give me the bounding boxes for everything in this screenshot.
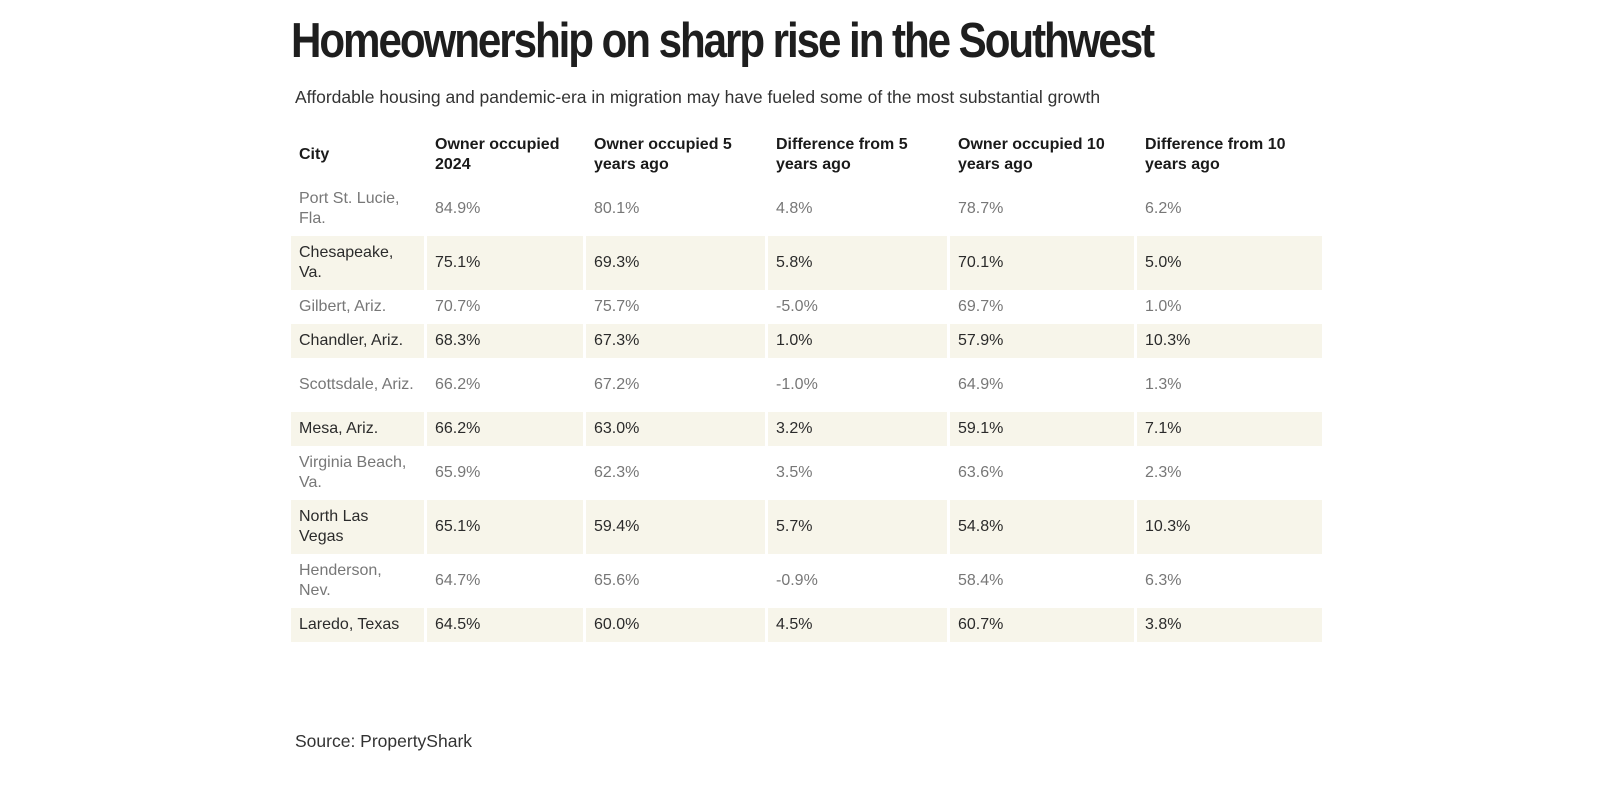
table-row: Chandler, Ariz. 68.3% 67.3% 1.0% 57.9% 10.3% — [291, 324, 1322, 358]
cell-diff-10y: 3.8% — [1137, 608, 1322, 642]
cell-diff-10y: 2.3% — [1137, 446, 1322, 500]
cell-owner-5y: 67.2% — [586, 358, 768, 412]
cell-city: North Las Vegas — [291, 500, 427, 554]
column-header-owner-5y: Owner occupied 5 years ago — [594, 135, 732, 173]
cell-city: Mesa, Ariz. — [291, 412, 427, 446]
cell-diff-5y: 3.2% — [768, 412, 950, 446]
cell-owner-5y: 62.3% — [586, 446, 768, 500]
cell-owner-2024: 65.9% — [427, 446, 586, 500]
cell-city: Chesapeake, Va. — [291, 236, 427, 290]
cell-city: Chandler, Ariz. — [291, 324, 427, 358]
column-header-diff-10y: Difference from 10 years ago — [1145, 135, 1286, 173]
cell-diff-10y: 7.1% — [1137, 412, 1322, 446]
cell-diff-10y: 1.0% — [1137, 290, 1322, 324]
table-row: Gilbert, Ariz. 70.7% 75.7% -5.0% 69.7% 1.0% — [291, 290, 1322, 324]
cell-owner-10y: 64.9% — [950, 358, 1137, 412]
cell-owner-2024: 68.3% — [427, 324, 586, 358]
cell-diff-10y: 10.3% — [1137, 324, 1322, 358]
table-row: Henderson, Nev. 64.7% 65.6% -0.9% 58.4% 6.3% — [291, 554, 1322, 608]
cell-owner-5y: 67.3% — [586, 324, 768, 358]
cell-city: Port St. Lucie, Fla. — [291, 182, 427, 236]
cell-owner-2024: 75.1% — [427, 236, 586, 290]
table-row: Laredo, Texas 64.5% 60.0% 4.5% 60.7% 3.8% — [291, 608, 1322, 642]
cell-diff-10y: 10.3% — [1137, 500, 1322, 554]
chart-title: Homeownership on sharp rise in the South… — [291, 14, 1155, 68]
cell-owner-10y: 59.1% — [950, 412, 1137, 446]
table-row: North Las Vegas 65.1% 59.4% 5.7% 54.8% 10.3% — [291, 500, 1322, 554]
table-body: Port St. Lucie, Fla. 84.9% 80.1% 4.8% 78.7% 6… — [291, 182, 1322, 642]
column-header-owner-10y: Owner occupied 10 years ago — [958, 135, 1105, 173]
cell-owner-5y: 80.1% — [586, 182, 768, 236]
cell-diff-5y: -0.9% — [768, 554, 950, 608]
cell-diff-5y: -1.0% — [768, 358, 950, 412]
cell-owner-2024: 70.7% — [427, 290, 586, 324]
table-row: Mesa, Ariz. 66.2% 63.0% 3.2% 59.1% 7.1% — [291, 412, 1322, 446]
cell-diff-5y: 4.8% — [768, 182, 950, 236]
cell-city: Henderson, Nev. — [291, 554, 427, 608]
cell-diff-5y: 5.7% — [768, 500, 950, 554]
cell-city: Virginia Beach, Va. — [291, 446, 427, 500]
cell-owner-2024: 84.9% — [427, 182, 586, 236]
table-row: Virginia Beach, Va. 65.9% 62.3% 3.5% 63.6% 2.… — [291, 446, 1322, 500]
table-row: Port St. Lucie, Fla. 84.9% 80.1% 4.8% 78.7% 6… — [291, 182, 1322, 236]
cell-diff-10y: 6.2% — [1137, 182, 1322, 236]
column-header-owner-2024: Owner occupied 2024 — [435, 135, 560, 173]
cell-owner-2024: 66.2% — [427, 412, 586, 446]
cell-diff-5y: 4.5% — [768, 608, 950, 642]
cell-owner-2024: 65.1% — [427, 500, 586, 554]
cell-owner-10y: 57.9% — [950, 324, 1137, 358]
cell-owner-10y: 70.1% — [950, 236, 1137, 290]
cell-owner-2024: 64.7% — [427, 554, 586, 608]
cell-diff-5y: 1.0% — [768, 324, 950, 358]
cell-city: Scottsdale, Ariz. — [291, 358, 427, 412]
table-header-row: City Owner occupied 2024 Owner occupied … — [291, 127, 1322, 182]
table-row: Scottsdale, Ariz. 66.2% 67.2% -1.0% 64.9% 1.3… — [291, 358, 1322, 412]
cell-owner-10y: 63.6% — [950, 446, 1137, 500]
cell-owner-5y: 69.3% — [586, 236, 768, 290]
cell-owner-5y: 63.0% — [586, 412, 768, 446]
cell-city: Laredo, Texas — [291, 608, 427, 642]
homeownership-table: City Owner occupied 2024 Owner occupied … — [291, 127, 1322, 642]
cell-owner-2024: 66.2% — [427, 358, 586, 412]
chart-subtitle: Affordable housing and pandemic-era in m… — [295, 87, 1101, 107]
cell-owner-5y: 65.6% — [586, 554, 768, 608]
cell-diff-10y: 1.3% — [1137, 358, 1322, 412]
cell-owner-10y: 69.7% — [950, 290, 1137, 324]
cell-city: Gilbert, Ariz. — [291, 290, 427, 324]
cell-diff-5y: 5.8% — [768, 236, 950, 290]
cell-owner-5y: 60.0% — [586, 608, 768, 642]
cell-owner-10y: 60.7% — [950, 608, 1137, 642]
column-header-diff-5y: Difference from 5 years ago — [776, 135, 908, 173]
cell-diff-5y: -5.0% — [768, 290, 950, 324]
column-header-city: City — [299, 145, 330, 163]
cell-owner-5y: 59.4% — [586, 500, 768, 554]
cell-owner-10y: 58.4% — [950, 554, 1137, 608]
source-note: Source: PropertyShark — [295, 731, 473, 751]
cell-owner-10y: 78.7% — [950, 182, 1137, 236]
cell-owner-10y: 54.8% — [950, 500, 1137, 554]
cell-diff-5y: 3.5% — [768, 446, 950, 500]
cell-owner-2024: 64.5% — [427, 608, 586, 642]
table-row: Chesapeake, Va. 75.1% 69.3% 5.8% 70.1% 5.0% — [291, 236, 1322, 290]
cell-diff-10y: 5.0% — [1137, 236, 1322, 290]
cell-diff-10y: 6.3% — [1137, 554, 1322, 608]
cell-owner-5y: 75.7% — [586, 290, 768, 324]
